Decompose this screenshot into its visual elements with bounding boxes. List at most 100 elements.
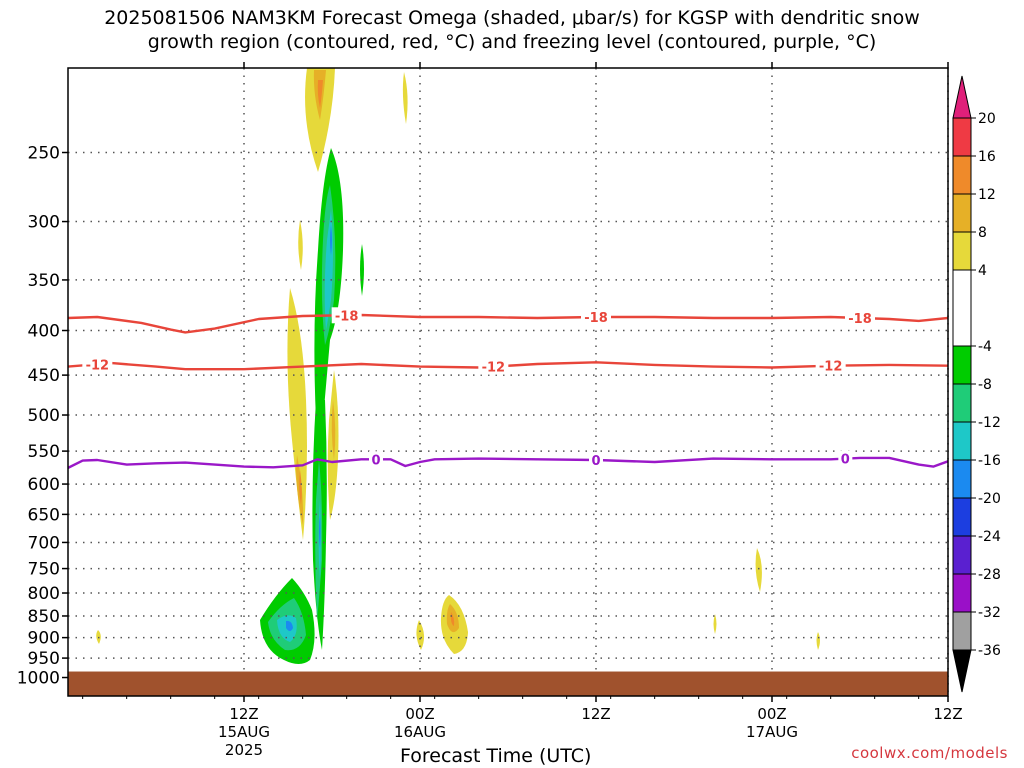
omega-shade — [755, 548, 762, 592]
colorbar-label: -28 — [978, 567, 1001, 583]
colorbar-bin — [952, 573, 972, 613]
pressure-tick-label: 350 — [28, 271, 60, 291]
time-tick-label: 12Z — [933, 705, 962, 723]
contour-label-bg — [845, 309, 875, 326]
colorbar-label: 16 — [978, 149, 996, 165]
colorbar-label: -24 — [978, 529, 1001, 545]
colorbar-label: 4 — [978, 263, 987, 279]
colorbar-over-triangle — [952, 75, 972, 119]
colorbar-bin — [952, 155, 972, 195]
contour-label: 0 — [591, 454, 600, 469]
pressure-tick-label: 850 — [28, 607, 60, 627]
colorbar-bin — [952, 345, 972, 385]
contour-label: -12 — [86, 358, 110, 373]
colorbar-label: 12 — [978, 187, 996, 203]
time-tick-label: 12Z — [581, 705, 610, 723]
contour-label-bg — [82, 356, 113, 373]
omega-shade — [360, 244, 364, 296]
pressure-tick-label: 750 — [28, 560, 60, 580]
colorbar-label: -8 — [978, 377, 992, 393]
colorbar-bin — [952, 117, 972, 157]
omega-shade — [286, 620, 293, 631]
time-tick-label: 00Z — [405, 705, 434, 723]
contour-label-bg — [369, 451, 383, 468]
time-tick-date: 17AUG — [746, 723, 798, 741]
pressure-tick-label: 1000 — [17, 669, 60, 689]
colorbar-bin — [952, 193, 972, 233]
omega-shade — [319, 515, 321, 548]
chart-title-line2: growth region (contoured, red, °C) and f… — [147, 31, 877, 53]
omega-shade — [713, 614, 717, 634]
pressure-tick-label: 250 — [28, 144, 60, 164]
colorbar-bin — [952, 535, 972, 575]
omega-shade — [402, 72, 408, 124]
pressure-tick-label: 300 — [28, 213, 60, 233]
plot-background — [68, 68, 948, 696]
credit-link[interactable]: coolwx.com/models — [851, 744, 1008, 762]
time-tick-year: 2025 — [225, 741, 263, 759]
pressure-tick-label: 550 — [28, 442, 60, 462]
colorbar-bin — [952, 383, 972, 423]
contour-label: 0 — [841, 453, 850, 468]
contour-label: -12 — [482, 361, 506, 376]
pressure-tick-label: 400 — [28, 322, 60, 342]
time-tick-date: 16AUG — [394, 723, 446, 741]
contour-label: 0 — [371, 453, 380, 468]
omega-shade — [317, 80, 323, 108]
colorbar-label: -32 — [978, 605, 1001, 621]
chart-title-line1: 2025081506 NAM3KM Forecast Omega (shaded… — [104, 7, 920, 29]
pressure-axis: 2503003504004505005506006507007508008509… — [17, 144, 68, 689]
colorbar-bin — [952, 231, 972, 271]
colorbar-bin — [952, 459, 972, 499]
contour-label-bg — [478, 358, 509, 375]
temperature-contours: -18 -18 -18 -12 -12 -12 0 0 0 — [68, 307, 948, 469]
time-tick-label: 12Z — [229, 705, 258, 723]
omega-shade — [305, 68, 335, 172]
colorbar-label: -36 — [978, 643, 1001, 659]
contour-label: -18 — [848, 312, 872, 327]
omega-shade — [298, 220, 303, 270]
colorbar-label: 20 — [978, 111, 996, 127]
time-tick-label: 00Z — [757, 705, 786, 723]
colorbar-bin — [952, 269, 972, 347]
omega-shade — [816, 632, 820, 650]
pressure-tick-label: 600 — [28, 475, 60, 495]
omega-shade — [331, 400, 336, 460]
plot-frame — [67, 67, 949, 697]
pressure-tick-label: 500 — [28, 406, 60, 426]
ground-surface — [68, 671, 948, 696]
colorbar-label: 8 — [978, 225, 987, 241]
pressure-tick-label: 900 — [28, 629, 60, 649]
omega-colorbar: 20 16 12 8 4 -4 -8 -12 -16 -20 -24 -28 -32 -36 — [952, 75, 1001, 693]
colorbar-label: -12 — [978, 415, 1001, 431]
omega-shade — [299, 470, 302, 505]
colorbar-label: -16 — [978, 453, 1001, 469]
pressure-tick-label: 950 — [28, 649, 60, 669]
pressure-tick-label: 450 — [28, 366, 60, 386]
omega-shading — [96, 68, 820, 664]
omega-shade — [416, 620, 425, 650]
pressure-tick-label: 700 — [28, 533, 60, 553]
colorbar-label: -4 — [978, 339, 992, 355]
contour-label: -18 — [584, 311, 608, 326]
contour-label-bg — [815, 357, 846, 374]
omega-shade — [330, 225, 332, 255]
contour-label: -18 — [335, 309, 359, 324]
contour-label: -12 — [819, 360, 843, 375]
pressure-tick-label: 800 — [28, 584, 60, 604]
pressure-tick-label: 650 — [28, 505, 60, 525]
time-tick-date: 15AUG — [218, 723, 270, 741]
colorbar-bin — [952, 497, 972, 537]
omega-shade — [287, 288, 307, 540]
contour-label-bg — [838, 450, 853, 467]
contour-label-bg — [589, 451, 603, 468]
colorbar-label: -20 — [978, 491, 1001, 507]
colorbar-bin — [952, 611, 972, 651]
colorbar-under-triangle — [952, 649, 972, 693]
colorbar-bin — [952, 421, 972, 461]
contour-label-bg — [331, 307, 362, 324]
contour-line — [68, 313, 948, 334]
contour-label-bg — [581, 309, 611, 326]
